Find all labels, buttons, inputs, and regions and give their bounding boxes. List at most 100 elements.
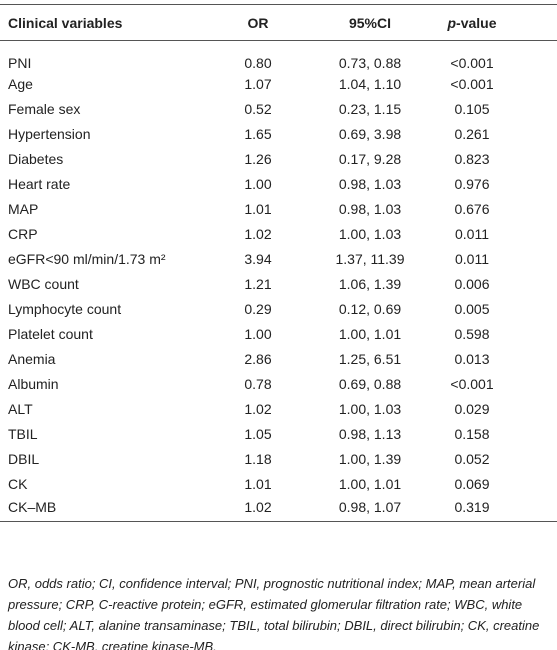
table-cell: 1.01 xyxy=(244,200,272,217)
table-cell: 0.676 xyxy=(454,200,490,217)
data-table: Clinical variables OR 95%CI p-value PNI 0.80… xyxy=(0,4,557,522)
table-cell: 1.04, 1.10 xyxy=(338,75,402,92)
table-cell: CK–MB xyxy=(0,496,212,522)
table-row: Platelet count 1.00 1.00, 1.01 0.598 xyxy=(0,321,557,346)
table-cell: 1.02 xyxy=(212,496,304,522)
cell-spacer xyxy=(508,271,557,296)
table-cell: 0.80 xyxy=(244,55,272,71)
table-cell: 0.98, 1.07 xyxy=(304,496,436,522)
table-cell: 0.976 xyxy=(454,175,490,192)
table-cell: 1.00, 1.03 xyxy=(338,225,402,242)
table-cell: 0.98, 1.03 xyxy=(338,175,402,192)
table-row: Age 1.07 1.04, 1.10 <0.001 xyxy=(0,71,557,96)
table-cell: 1.06, 1.39 xyxy=(338,275,402,292)
table-cell: 1.07 xyxy=(244,75,272,92)
table-cell: 0.069 xyxy=(454,475,490,492)
table-cell: 0.011 xyxy=(455,250,489,267)
cell-spacer xyxy=(508,246,557,271)
table-header: Clinical variables OR 95%CI p-value xyxy=(0,4,557,41)
table-row: eGFR<90 ml/min/1.73 m² 3.94 1.37, 11.39 0.0… xyxy=(0,246,557,271)
table-row: ALT 1.02 1.00, 1.03 0.029 xyxy=(0,396,557,421)
table-cell: 0.69, 0.88 xyxy=(338,375,402,392)
table-row: WBC count 1.21 1.06, 1.39 0.006 xyxy=(0,271,557,296)
table-cell: ALT xyxy=(8,400,33,417)
cell-spacer xyxy=(508,146,557,171)
header-cell: p-value xyxy=(436,4,508,41)
table-cell: TBIL xyxy=(8,425,38,442)
table-cell: 0.029 xyxy=(454,400,490,417)
table-row: CK 1.01 1.00, 1.01 0.069 xyxy=(0,471,557,496)
table-cell: 0.105 xyxy=(454,100,490,117)
table-cell: 0.319 xyxy=(436,496,508,522)
cell-spacer xyxy=(508,171,557,196)
table-cell: WBC count xyxy=(8,275,79,292)
table-row: Lymphocyte count 0.29 0.12, 0.69 0.005 xyxy=(0,296,557,321)
table-cell: 0.013 xyxy=(454,350,490,367)
table-cell: 0.823 xyxy=(454,150,490,167)
table-cell: 1.26 xyxy=(244,150,272,167)
table-cell: 1.01 xyxy=(244,475,272,492)
cell-spacer xyxy=(508,41,557,72)
table-cell: MAP xyxy=(8,200,39,217)
table-cell: 1.00, 1.03 xyxy=(338,400,402,417)
table-cell: <0.001 xyxy=(450,55,494,71)
table-cell: 0.005 xyxy=(454,300,490,317)
table-cell: 1.00, 1.39 xyxy=(338,450,402,467)
table-cell: 0.052 xyxy=(454,450,490,467)
footnote: OR, odds ratio; CI, confidence interval;… xyxy=(8,576,540,650)
table-cell: 0.78 xyxy=(244,375,272,392)
table-cell: Albumin xyxy=(8,375,59,392)
table-cell: 1.05 xyxy=(244,425,272,442)
table-cell: 0.006 xyxy=(454,275,490,292)
table-cell: 1.65 xyxy=(244,125,272,142)
table-row: TBIL 1.05 0.98, 1.13 0.158 xyxy=(0,421,557,446)
table-cell: CK xyxy=(8,475,28,492)
table-cell: 0.98, 1.13 xyxy=(338,425,402,442)
table-cell: Diabetes xyxy=(8,150,64,167)
table-cell: Age xyxy=(8,75,33,92)
table-cell: Platelet count xyxy=(8,325,93,342)
table-cell: Female sex xyxy=(8,100,81,117)
cell-spacer xyxy=(508,471,557,496)
table-row: CRP 1.02 1.00, 1.03 0.011 xyxy=(0,221,557,246)
cell-spacer xyxy=(508,421,557,446)
table-cell: 1.00 xyxy=(244,175,272,192)
table-row: Hypertension 1.65 0.69, 3.98 0.261 xyxy=(0,121,557,146)
table-cell: 0.158 xyxy=(454,425,490,442)
cell-spacer xyxy=(508,121,557,146)
table-body: PNI 0.80 0.73, 0.88 <0.001 Age 1.07 1.04, 1.10… xyxy=(0,41,557,522)
table-cell: 1.00 xyxy=(244,325,272,342)
header-text: p xyxy=(447,14,457,31)
table-cell: eGFR<90 ml/min/1.73 m² xyxy=(8,250,166,267)
table-row: Female sex 0.52 0.23, 1.15 0.105 xyxy=(0,96,557,121)
table-cell: 0.598 xyxy=(454,325,490,342)
table-cell: 1.18 xyxy=(244,450,272,467)
table-cell: <0.001 xyxy=(450,375,494,392)
table-cell: PNI xyxy=(8,55,32,71)
table-cell: Heart rate xyxy=(8,175,71,192)
table-row: Albumin 0.78 0.69, 0.88 <0.001 xyxy=(0,371,557,396)
table-row: Heart rate 1.00 0.98, 1.03 0.976 xyxy=(0,171,557,196)
table-cell: 0.69, 3.98 xyxy=(338,125,402,142)
cell-spacer xyxy=(508,321,557,346)
table-cell: 0.98, 1.03 xyxy=(338,200,402,217)
table-cell: DBIL xyxy=(8,450,40,467)
header-cell: Clinical variables xyxy=(0,4,212,41)
table-cell: Anemia xyxy=(8,350,56,367)
table-cell: 1.00, 1.01 xyxy=(338,325,402,342)
table-cell: 2.86 xyxy=(244,350,272,367)
header-cell: 95%CI xyxy=(304,4,436,41)
table-cell: 0.29 xyxy=(244,300,272,317)
header-spacer xyxy=(508,4,557,41)
table-row: Diabetes 1.26 0.17, 9.28 0.823 xyxy=(0,146,557,171)
table-cell: 0.73, 0.88 xyxy=(338,55,402,71)
cell-spacer xyxy=(508,496,557,522)
table-cell: 0.261 xyxy=(454,125,490,142)
table-row: CK–MB 1.02 0.98, 1.07 0.319 xyxy=(0,496,557,522)
table-cell: CRP xyxy=(8,225,38,242)
cell-spacer xyxy=(508,196,557,221)
table-cell: 0.011 xyxy=(455,225,489,242)
cell-spacer xyxy=(508,346,557,371)
table-row: DBIL 1.18 1.00, 1.39 0.052 xyxy=(0,446,557,471)
